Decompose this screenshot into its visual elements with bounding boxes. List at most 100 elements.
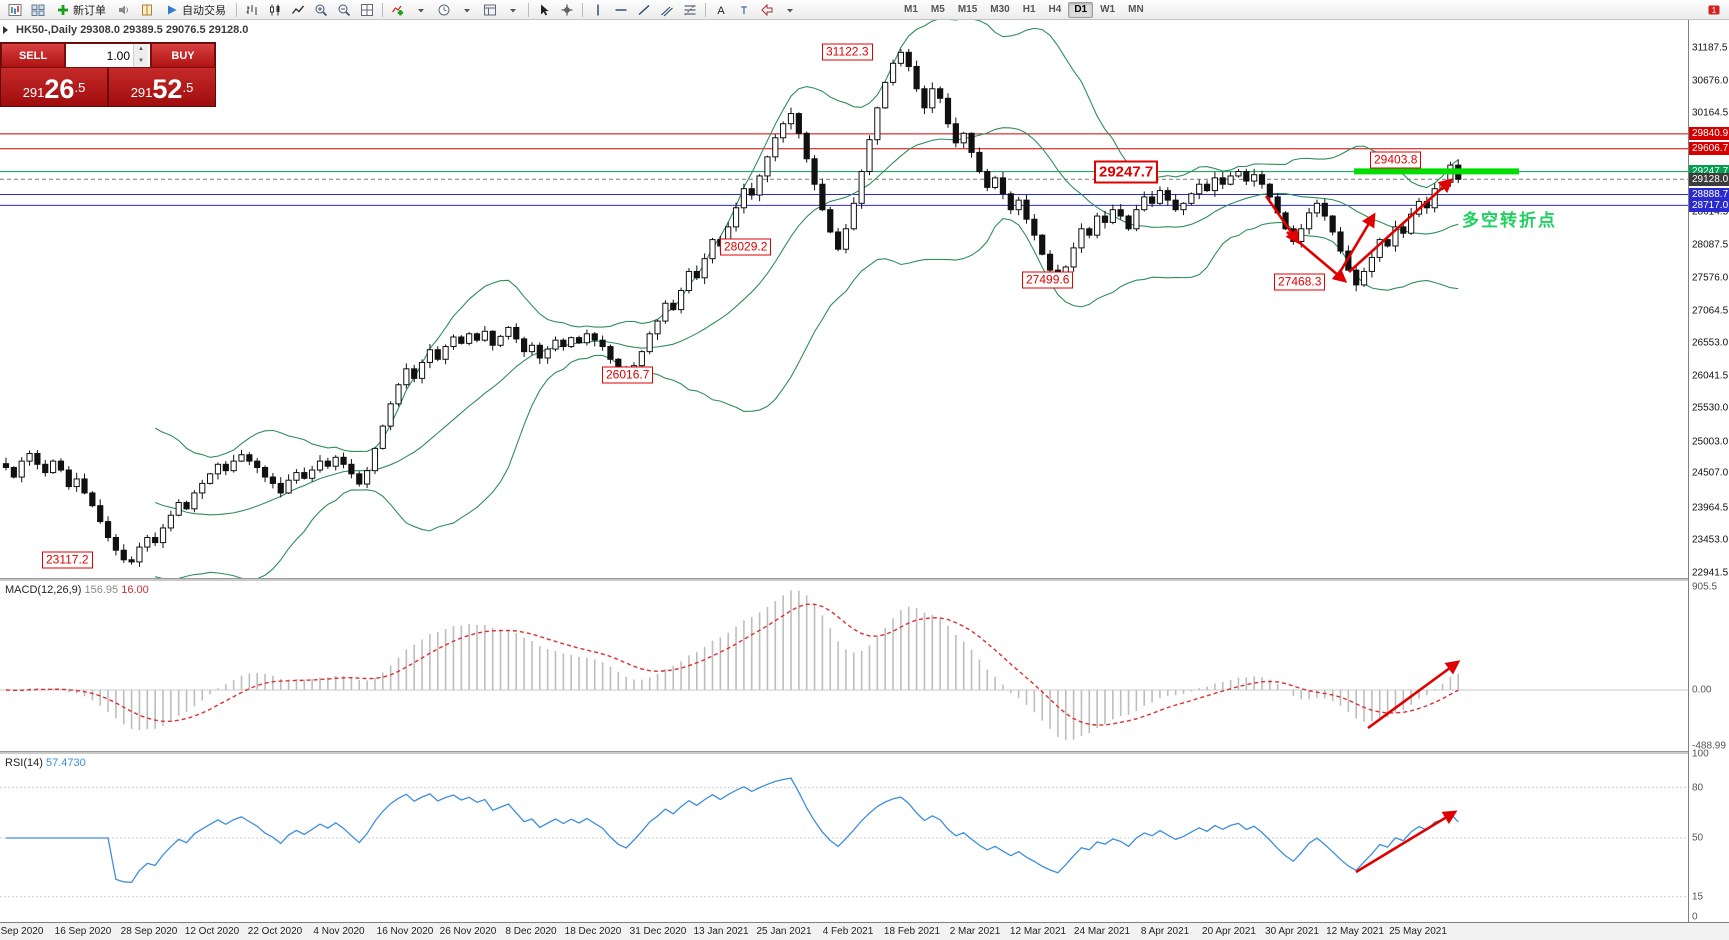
rsi-axis-tick: 80 xyxy=(1692,782,1704,794)
date-axis-label: 24 Mar 2021 xyxy=(1073,926,1131,937)
toolbar-separator xyxy=(382,2,383,17)
volume-decrease-button[interactable]: ▼ xyxy=(134,55,148,67)
templates-icon[interactable] xyxy=(479,0,501,20)
cursor-tool-icon[interactable] xyxy=(533,0,555,20)
crosshair-tool-icon[interactable] xyxy=(556,0,578,20)
svg-text:1: 1 xyxy=(1712,6,1717,15)
price-axis-badge: 29840.9 xyxy=(1689,127,1729,141)
macd-histogram xyxy=(13,590,1460,741)
price-axis-tick: 30676.0 xyxy=(1692,75,1729,87)
indicators-icon[interactable] xyxy=(387,0,409,20)
candlestick-chart-type-icon[interactable] xyxy=(264,0,286,20)
timeframe-m15-button[interactable]: M15 xyxy=(957,3,978,15)
indicators-dropdown-icon[interactable] xyxy=(410,0,432,20)
macd-main-value: 156.95 xyxy=(84,584,119,596)
trendline-tool-icon[interactable] xyxy=(633,0,655,20)
price-axis-tick: 28614.5 xyxy=(1692,206,1729,218)
fibonacci-tool-icon[interactable] xyxy=(679,0,701,20)
timeframe-d1-button[interactable]: D1 xyxy=(1068,1,1094,18)
buy-price-prefix: 291 xyxy=(130,85,153,100)
toolbar-separator xyxy=(705,2,706,17)
price-annotation[interactable]: 27468.3 xyxy=(1274,273,1326,291)
pane-separator[interactable] xyxy=(0,578,1688,581)
toolbar-separator xyxy=(236,2,237,17)
rsi-chart xyxy=(0,777,1688,898)
new-order-button[interactable]: 新订单 xyxy=(50,0,112,20)
price-annotation[interactable]: 23117.2 xyxy=(42,551,93,569)
market-watch-icon[interactable] xyxy=(113,0,135,20)
price-chart-pane[interactable]: HK50-,Daily 29308.0 29389.5 29076.5 2912… xyxy=(0,20,1688,578)
bar-chart-type-icon[interactable] xyxy=(241,0,263,20)
profiles-icon[interactable] xyxy=(27,0,49,20)
date-axis[interactable]: Sep 2020 16 Sep 2020 28 Sep 2020 12 Oct 202… xyxy=(0,922,1729,940)
price-annotation[interactable]: 31122.3 xyxy=(822,43,873,61)
rsi-label: RSI(14) 57.4730 xyxy=(5,757,86,769)
sell-price-button[interactable]: 291 26.5 xyxy=(1,68,107,106)
templates-dropdown-icon[interactable] xyxy=(502,0,524,20)
rsi-pane[interactable]: RSI(14) 57.4730 xyxy=(0,754,1688,922)
buy-button[interactable]: BUY xyxy=(151,43,215,68)
autotrading-button[interactable]: 自动交易 xyxy=(159,0,232,20)
shapes-dropdown-icon[interactable] xyxy=(779,0,801,20)
shapes-tool-icon[interactable] xyxy=(756,0,778,20)
date-axis-label: 2 Mar 2021 xyxy=(949,926,1001,937)
timeframe-w1-button[interactable]: W1 xyxy=(1100,3,1116,15)
rsi-line xyxy=(6,777,1459,884)
date-axis-label: 31 Dec 2020 xyxy=(629,926,687,937)
label-tool-icon[interactable]: T xyxy=(733,0,755,20)
price-annotation[interactable]: 26016.7 xyxy=(602,366,654,384)
line-chart-type-icon[interactable] xyxy=(287,0,309,20)
macd-signal-value: 16.00 xyxy=(121,584,149,596)
price-axis-tick: 31187.5 xyxy=(1692,42,1728,54)
periods-icon[interactable] xyxy=(433,0,455,20)
buy-price-button[interactable]: 291 52.5 xyxy=(109,68,215,106)
text-tool-icon[interactable]: A xyxy=(710,0,732,20)
date-axis-label: 25 Jan 2021 xyxy=(756,926,812,937)
volume-input[interactable] xyxy=(66,44,133,67)
timeframe-m5-button[interactable]: M5 xyxy=(930,3,945,15)
price-axis-tick: 30164.5 xyxy=(1692,107,1729,119)
bull-bear-turning-point-note[interactable]: 多空转折点 xyxy=(1462,211,1557,230)
date-axis-label: 22 Oct 2020 xyxy=(247,926,303,937)
bollinger-bands[interactable] xyxy=(154,20,1459,578)
sell-button[interactable]: SELL xyxy=(1,43,65,68)
timeframe-m1-button[interactable]: M1 xyxy=(904,3,918,15)
macd-pane[interactable]: MACD(12,26,9) 156.95 16.00 xyxy=(0,581,1688,751)
rsi-axis-tick: 15 xyxy=(1692,891,1704,903)
macd-axis-tick: 905.5 xyxy=(1692,581,1718,593)
timeframe-m30-button[interactable]: M30 xyxy=(990,3,1010,15)
price-annotation[interactable]: 27499.6 xyxy=(1022,271,1074,289)
price-axis-tick: 27064.5 xyxy=(1692,305,1729,317)
price-axis-tick: 24507.0 xyxy=(1692,467,1729,479)
timeframe-mn-button[interactable]: MN xyxy=(1128,3,1144,15)
candlestick-chart xyxy=(0,20,1688,578)
pane-separator[interactable] xyxy=(0,751,1688,754)
sell-price-big-digits: 26 xyxy=(44,74,75,104)
date-axis-label: 16 Sep 2020 xyxy=(54,926,112,937)
one-click-panel-toggle[interactable] xyxy=(3,26,8,34)
price-annotation[interactable]: 28029.2 xyxy=(720,238,772,256)
volume-increase-button[interactable]: ▲ xyxy=(134,44,148,56)
price-annotation[interactable]: 29403.8 xyxy=(1370,151,1422,169)
alert-icon[interactable]: 1 xyxy=(1703,0,1725,20)
tile-windows-icon[interactable] xyxy=(356,0,378,20)
periods-dropdown-icon[interactable] xyxy=(456,0,478,20)
zoom-in-icon[interactable] xyxy=(310,0,332,20)
price-axis-badge: 28717.0 xyxy=(1689,198,1729,212)
main-toolbar: 新订单 自动交易 A T M1 M5 M15 M30 H1 H4 D1 W1 MN 1 xyxy=(0,0,1729,20)
date-axis-label: 4 Nov 2020 xyxy=(313,926,365,937)
macd-name: MACD(12,26,9) xyxy=(5,584,82,596)
price-annotation[interactable]: 29247.7 xyxy=(1094,160,1159,184)
price-axis[interactable]: 31187.5 30676.0 30164.5 28614.5 28087.5 27576… xyxy=(1688,20,1729,923)
channel-tool-icon[interactable] xyxy=(656,0,678,20)
timeframe-h4-button[interactable]: H4 xyxy=(1048,3,1062,15)
data-window-icon[interactable] xyxy=(136,0,158,20)
date-axis-label: 12 May 2021 xyxy=(1326,926,1384,937)
zoom-out-icon[interactable] xyxy=(333,0,355,20)
macd-chart xyxy=(0,590,1688,741)
vertical-line-tool-icon[interactable] xyxy=(587,0,609,20)
timeframe-h1-button[interactable]: H1 xyxy=(1022,3,1036,15)
horizontal-line-tool-icon[interactable] xyxy=(610,0,632,20)
chart-window-icon[interactable] xyxy=(4,0,26,20)
toolbar-separator xyxy=(528,2,529,17)
